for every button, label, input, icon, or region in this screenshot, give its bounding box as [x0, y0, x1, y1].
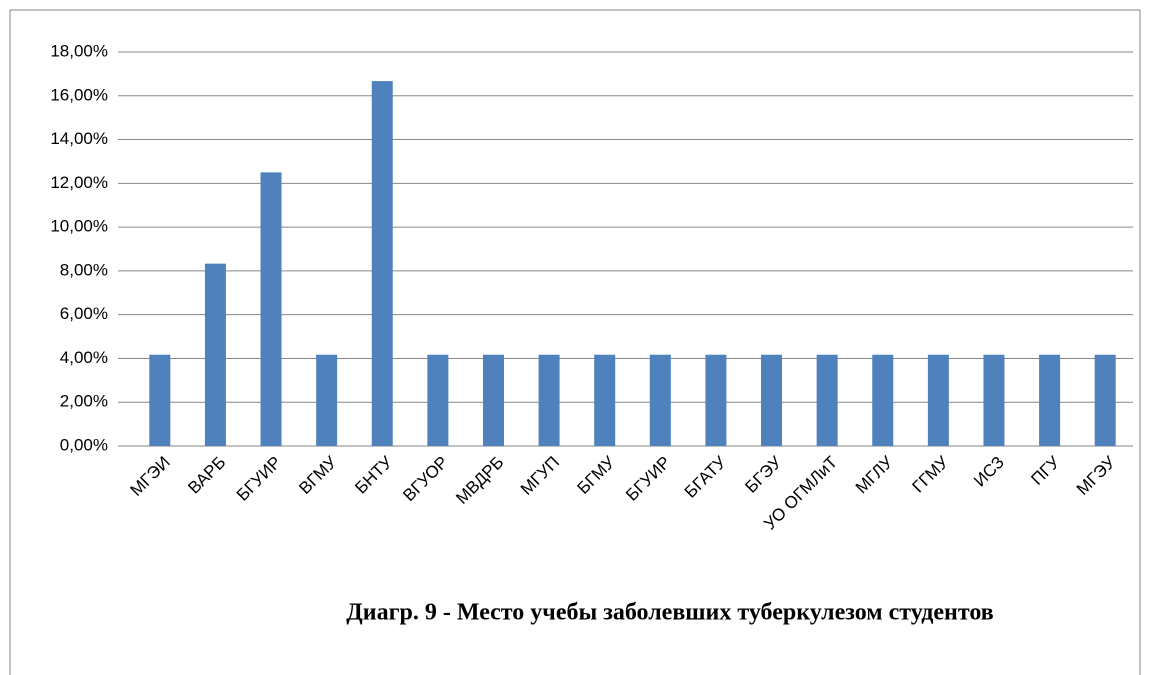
x-tick-label: ВАРБ	[184, 453, 229, 498]
bar	[649, 354, 671, 446]
bar	[983, 354, 1005, 446]
y-tick-label: 18,00%	[50, 41, 108, 60]
bar	[371, 81, 393, 447]
x-tick-label: БГМУ	[573, 452, 618, 497]
bar	[594, 354, 616, 446]
x-tick-label: МВДРБ	[452, 453, 507, 508]
y-tick-label: 0,00%	[60, 435, 108, 454]
x-tick-label: МГЛУ	[852, 452, 897, 497]
bar	[872, 354, 894, 446]
bar	[427, 354, 449, 446]
x-tick-label: БНТУ	[351, 452, 396, 497]
y-tick-label: 16,00%	[50, 85, 108, 104]
y-tick-label: 4,00%	[60, 348, 108, 367]
x-tick-label: ГГМУ	[909, 452, 953, 496]
x-tick-label: ПГУ	[1027, 452, 1063, 488]
bar	[927, 354, 949, 446]
bar	[1039, 354, 1061, 446]
bar	[149, 354, 171, 446]
bar	[1094, 354, 1116, 446]
x-tick-label: МГУП	[517, 453, 563, 499]
y-tick-label: 12,00%	[50, 173, 108, 192]
x-tick-label: МГЭУ	[1073, 452, 1119, 498]
y-tick-label: 2,00%	[60, 392, 108, 411]
bar	[816, 354, 838, 446]
x-tick-label: БГАТУ	[681, 452, 730, 501]
bar	[538, 354, 560, 446]
bar	[482, 354, 504, 446]
x-tick-label: МГЭИ	[127, 453, 174, 500]
y-tick-label: 8,00%	[60, 260, 108, 279]
bar	[705, 354, 727, 446]
bar	[260, 172, 282, 446]
x-tick-label: БГУИР	[622, 453, 674, 505]
x-tick-label: ВГМУ	[295, 452, 340, 497]
bar	[316, 354, 338, 446]
x-tick-label: ИСЗ	[970, 453, 1008, 491]
chart-border	[9, 9, 1141, 675]
y-tick-label: 14,00%	[50, 129, 108, 148]
chart-title: Диагр. 9 - Место учебы заболевших туберк…	[346, 600, 993, 626]
x-tick-label: БГУИР	[233, 453, 285, 505]
x-tick-label: БГЭУ	[741, 452, 785, 496]
bar	[761, 354, 783, 446]
y-tick-label: 10,00%	[50, 217, 108, 236]
x-tick-label: ВГУОР	[399, 453, 452, 506]
y-tick-label: 6,00%	[60, 304, 108, 323]
bar	[204, 263, 226, 446]
